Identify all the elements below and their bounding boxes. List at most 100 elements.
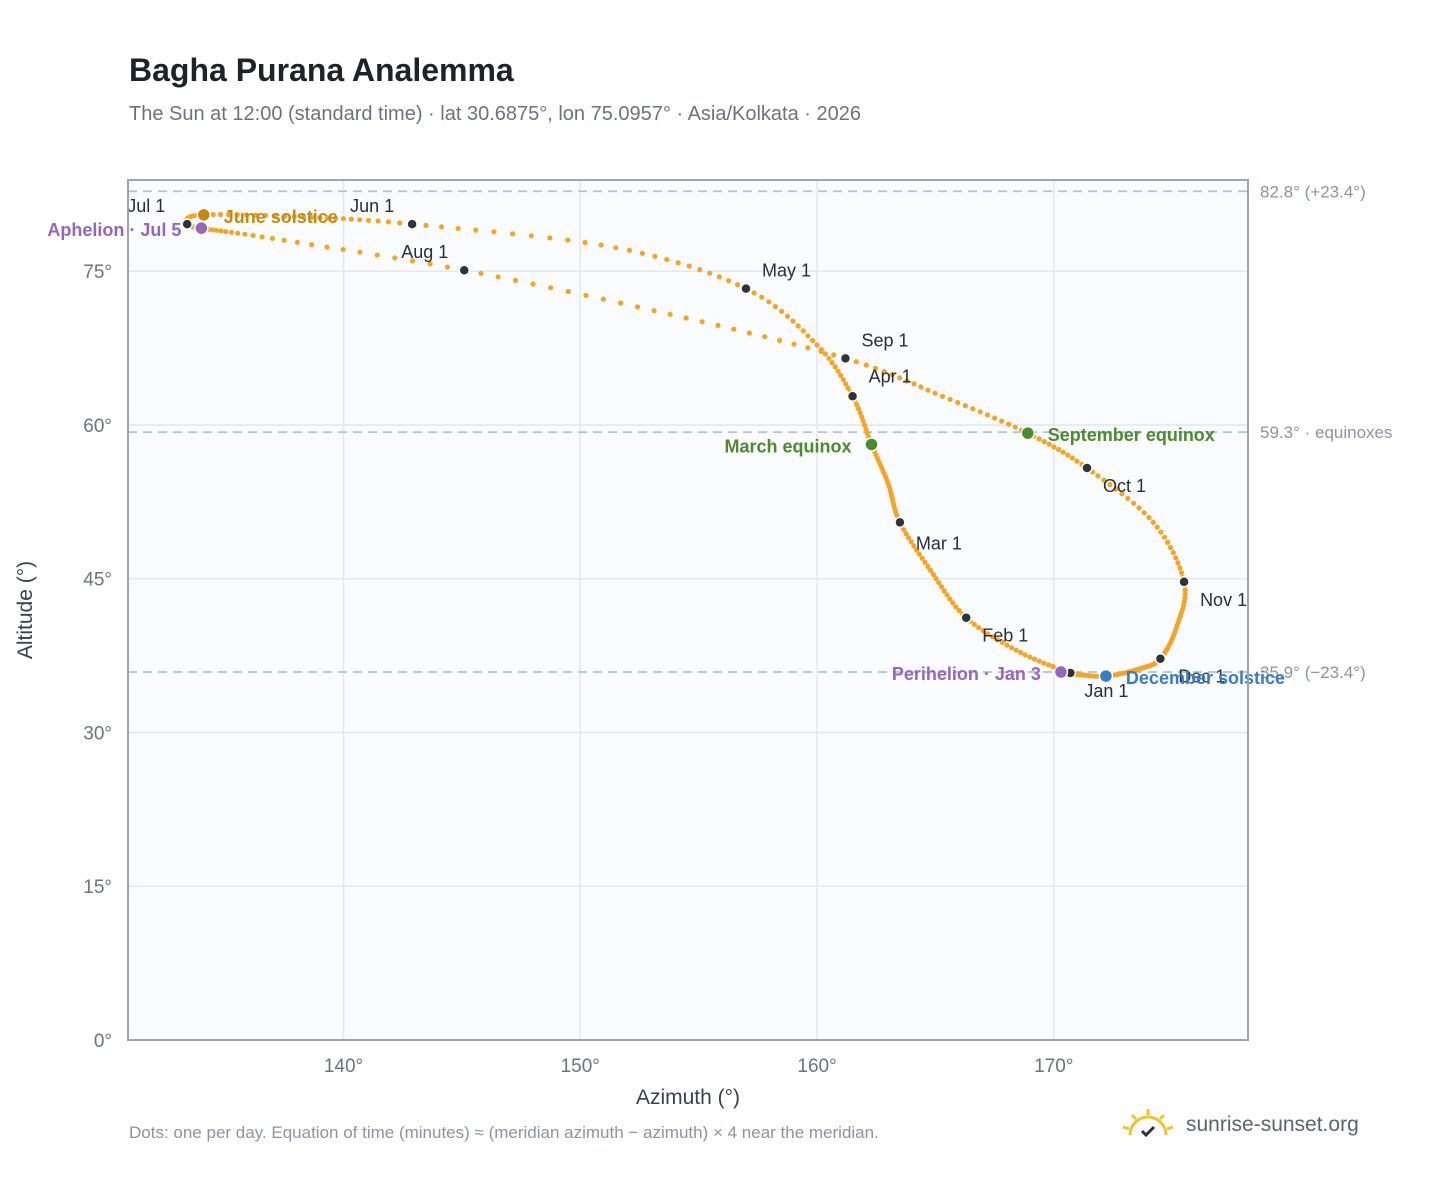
daily-dot — [791, 341, 797, 347]
event-markers: June solstice Aphelion · Jul 5 March equin… — [47, 207, 1285, 688]
daily-dot — [938, 584, 945, 590]
daily-dot — [1056, 446, 1062, 453]
daily-dot — [235, 230, 241, 236]
daily-dot — [547, 235, 553, 241]
daily-dot — [1041, 439, 1047, 445]
daily-dot — [908, 539, 914, 545]
daily-dot — [317, 215, 323, 221]
month-label: Oct 1 — [1103, 476, 1146, 496]
daily-dot — [889, 372, 895, 378]
daily-dot — [980, 628, 986, 634]
daily-dot — [838, 372, 844, 378]
daily-dot — [953, 604, 959, 610]
daily-dot — [814, 342, 820, 348]
daily-dot — [226, 211, 232, 218]
daily-dot — [805, 333, 811, 339]
daily-dot — [1012, 424, 1018, 430]
daily-dot — [262, 212, 269, 218]
daily-dot — [512, 277, 519, 283]
daily-dot — [686, 263, 692, 269]
daily-dot — [826, 355, 832, 361]
month-marker — [846, 390, 859, 403]
footnote: Dots: one per day. Equation of time (min… — [129, 1123, 879, 1142]
daily-dot — [1182, 591, 1188, 597]
event-label: Aphelion · Jul 5 — [47, 220, 181, 240]
month-marker — [458, 264, 470, 276]
grid-lines — [128, 180, 1248, 1040]
daily-dot — [613, 245, 619, 251]
y-axis-label: Altitude (°) — [14, 561, 37, 659]
daily-dot — [1009, 645, 1015, 651]
month-marker — [181, 218, 193, 230]
daily-dot — [928, 567, 934, 574]
daily-dot — [324, 244, 330, 250]
daily-dot — [970, 406, 976, 412]
daily-dot — [860, 418, 866, 424]
month-marker — [1178, 576, 1190, 588]
daily-dot — [1101, 477, 1107, 483]
daily-dot — [269, 235, 275, 241]
month-label: Dec 1 — [1178, 667, 1225, 687]
daily-dot — [1182, 587, 1188, 593]
daily-dot — [683, 315, 689, 321]
daily-dot — [857, 410, 863, 416]
daily-dot — [790, 318, 796, 324]
daily-dot — [863, 426, 869, 432]
daily-dot — [1027, 654, 1033, 660]
daily-dot — [332, 215, 339, 221]
daily-dot — [772, 303, 779, 310]
daily-dot — [385, 219, 391, 225]
daily-dot — [919, 555, 925, 561]
brand-link[interactable]: sunrise-sunset.org — [1120, 1100, 1359, 1150]
daily-dot — [652, 253, 658, 259]
daily-dot — [932, 390, 938, 396]
daily-dot — [495, 274, 501, 280]
daily-dot — [1022, 652, 1028, 658]
daily-dot — [250, 232, 256, 238]
daily-dot — [340, 246, 346, 253]
daily-dot — [1136, 505, 1142, 511]
daily-dot — [272, 213, 278, 219]
daily-dot — [634, 304, 641, 310]
event-label: June solstice — [224, 207, 338, 227]
daily-dot — [697, 267, 703, 273]
daily-dot — [375, 218, 381, 224]
event-marker — [1098, 668, 1114, 684]
daily-dot — [990, 634, 996, 640]
month-label: Aug 1 — [401, 242, 448, 262]
daily-dot — [1113, 486, 1119, 492]
daily-dot — [667, 311, 673, 317]
event-marker — [1020, 425, 1036, 441]
daily-dot — [832, 364, 838, 370]
event-marker — [196, 207, 212, 223]
daily-dot — [831, 352, 837, 358]
x-tick-label: 150° — [561, 1056, 600, 1077]
daily-dot — [985, 631, 991, 637]
reference-lines: 82.8° (+23.4°) 59.3° · equinoxes 35.9° (−2… — [128, 182, 1393, 682]
daily-dot — [626, 247, 633, 253]
month-marker — [894, 516, 906, 529]
y-tick-label: 15° — [83, 877, 112, 898]
daily-dot — [976, 625, 982, 631]
daily-dot — [707, 270, 713, 276]
daily-dot — [528, 233, 534, 239]
daily-dot — [699, 319, 705, 325]
daily-dot — [1150, 519, 1156, 526]
daily-dot — [309, 214, 315, 220]
month-label: Feb 1 — [982, 626, 1028, 646]
daily-dot — [746, 330, 753, 336]
daily-dot — [872, 365, 879, 371]
daily-dot — [779, 308, 785, 314]
daily-dot — [971, 621, 977, 628]
daily-dot — [930, 571, 937, 578]
plot-border — [127, 179, 1249, 1041]
daily-dot — [639, 250, 646, 256]
daily-dot — [925, 563, 931, 570]
daily-dot — [223, 229, 229, 235]
daily-dot — [600, 296, 606, 302]
y-tick-label: 75° — [83, 262, 112, 283]
daily-dot — [766, 299, 772, 305]
daily-dot — [1125, 495, 1131, 501]
daily-dot — [818, 348, 824, 354]
